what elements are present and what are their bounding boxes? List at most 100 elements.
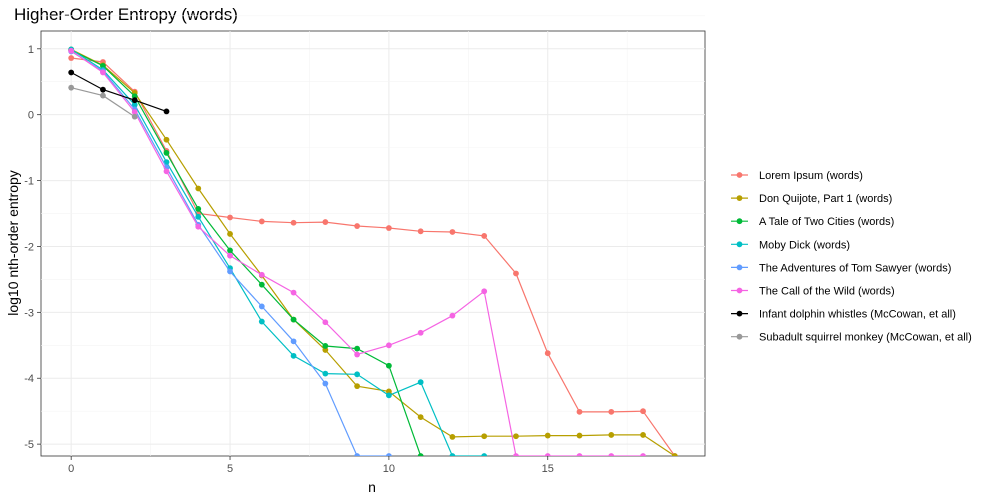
series-7 xyxy=(68,69,170,115)
data-point xyxy=(227,214,233,221)
series-layer xyxy=(68,46,678,456)
data-point xyxy=(195,206,202,212)
series-4 xyxy=(68,46,488,456)
data-point xyxy=(163,108,170,115)
legend-label: Subadult squirrel monkey (McCowan, et al… xyxy=(759,332,972,344)
data-point xyxy=(290,219,297,226)
data-point xyxy=(449,433,456,440)
data-point xyxy=(417,453,424,456)
data-point xyxy=(417,379,424,386)
data-point xyxy=(608,408,615,415)
data-point xyxy=(195,213,202,220)
data-point xyxy=(322,380,329,387)
data-point xyxy=(608,432,615,438)
data-point xyxy=(258,271,265,278)
data-point xyxy=(68,69,75,76)
y-tick-label: -2 xyxy=(24,241,34,253)
data-point xyxy=(227,268,233,275)
data-point xyxy=(68,84,75,91)
data-point xyxy=(544,350,551,357)
data-point xyxy=(322,319,329,326)
data-point xyxy=(195,185,202,192)
data-point xyxy=(322,370,329,377)
data-point xyxy=(131,101,138,108)
data-point xyxy=(163,168,170,175)
legend-item: Moby Dick (words) xyxy=(731,239,850,251)
series-line xyxy=(70,48,676,456)
data-point xyxy=(290,352,297,359)
legend-label: Moby Dick (words) xyxy=(759,239,850,251)
data-point xyxy=(608,453,615,456)
data-point xyxy=(354,345,361,352)
legend-label: Infant dolphin whistles (McCowan, et all… xyxy=(759,309,956,321)
data-point xyxy=(322,219,329,225)
legend-item: The Call of the Wild (words) xyxy=(731,286,895,298)
legend-item: Subadult squirrel monkey (McCowan, et al… xyxy=(731,332,972,344)
y-tick-label: -3 xyxy=(24,307,34,319)
legend-item: Infant dolphin whistles (McCowan, et all… xyxy=(731,309,956,321)
data-point xyxy=(481,433,488,440)
data-point xyxy=(258,218,265,225)
chart-title: Higher-Order Entropy (words) xyxy=(14,5,238,24)
y-tick-label: -4 xyxy=(24,373,34,385)
data-point xyxy=(68,47,75,54)
legend-label: A Tale of Two Cities (words) xyxy=(759,216,894,228)
data-point xyxy=(449,229,456,235)
data-point xyxy=(68,55,75,61)
series-line xyxy=(70,71,167,112)
data-point xyxy=(258,318,265,325)
legend-key-point xyxy=(736,172,743,178)
data-point xyxy=(354,383,361,390)
data-point xyxy=(417,228,424,235)
legend: Lorem Ipsum (words) Don Quijote, Part 1 (… xyxy=(731,170,972,344)
legend-key-point xyxy=(736,310,743,317)
series-line xyxy=(70,49,422,456)
data-point xyxy=(513,270,519,277)
data-point xyxy=(385,225,392,231)
x-tick-label: 0 xyxy=(68,463,74,475)
data-point xyxy=(481,233,488,239)
data-point xyxy=(385,342,392,349)
data-point xyxy=(163,136,170,143)
plot-panel xyxy=(40,30,706,457)
legend-label: Don Quijote, Part 1 (words) xyxy=(759,193,892,205)
data-point xyxy=(385,392,392,399)
legend-item: Don Quijote, Part 1 (words) xyxy=(731,193,892,205)
data-point xyxy=(513,433,519,440)
data-point xyxy=(290,316,297,323)
legend-key-point xyxy=(736,218,743,225)
data-point xyxy=(131,97,138,104)
data-point xyxy=(227,252,233,259)
data-point xyxy=(354,453,361,456)
y-tick-label: -5 xyxy=(24,439,34,451)
data-point xyxy=(417,329,424,336)
data-point xyxy=(290,338,297,345)
data-point xyxy=(576,432,583,439)
data-point xyxy=(385,453,392,456)
data-point xyxy=(354,371,361,378)
data-point xyxy=(163,149,170,156)
legend-label: The Adventures of Tom Sawyer (words) xyxy=(759,262,951,274)
legend-key-point xyxy=(736,333,743,340)
data-point xyxy=(131,109,138,115)
data-point xyxy=(576,453,583,456)
plot-panel-border xyxy=(40,30,706,457)
series-6 xyxy=(68,47,646,456)
gridlines xyxy=(41,15,705,456)
data-point xyxy=(640,408,646,415)
data-point xyxy=(227,231,233,237)
y-tick-label: 0 xyxy=(28,110,34,122)
legend-key-point xyxy=(736,287,743,294)
data-point xyxy=(449,312,456,319)
legend-key-point xyxy=(736,241,743,248)
data-point xyxy=(131,113,138,120)
data-point xyxy=(385,362,392,369)
data-point xyxy=(640,453,646,456)
data-point xyxy=(417,414,424,421)
x-tick-label: 5 xyxy=(227,463,233,475)
legend-key-point xyxy=(736,264,743,271)
legend-item: The Adventures of Tom Sawyer (words) xyxy=(731,262,951,274)
data-point xyxy=(513,453,519,456)
